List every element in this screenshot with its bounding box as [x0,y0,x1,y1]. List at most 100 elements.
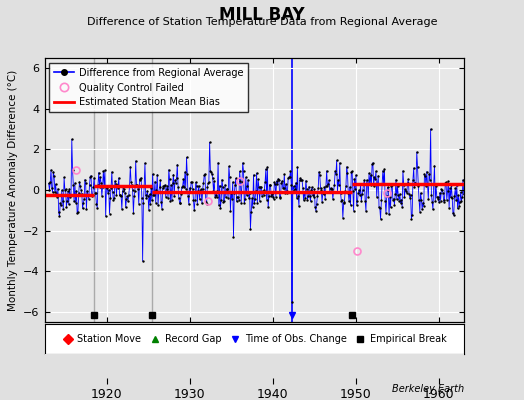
Point [379,168,387,174]
Point [261,166,270,172]
Point [348,168,356,175]
Point [285,174,293,180]
Point [443,188,452,194]
Point [450,212,458,218]
Point [125,183,134,190]
Point [187,179,195,185]
Point [440,198,448,205]
Point [49,168,58,175]
Point [228,179,237,185]
Point [392,176,400,183]
Point [317,186,325,193]
Point [188,179,196,186]
Point [282,181,290,188]
Point [288,298,296,305]
Point [176,200,184,206]
Point [206,168,215,174]
Point [247,209,255,215]
Point [99,168,107,174]
Point [282,188,291,194]
Point [448,195,456,201]
Point [258,188,267,194]
Point [73,210,81,217]
Point [139,200,148,206]
Point [421,172,430,179]
Point [322,168,331,174]
Point [107,169,116,175]
Point [260,187,268,193]
Point [158,206,166,212]
Point [420,171,429,177]
Point [449,210,457,217]
Point [79,205,87,212]
Point [403,180,412,187]
Point [396,200,405,206]
Point [367,182,376,188]
Point [210,178,219,184]
Point [87,172,95,179]
Point [438,187,446,194]
Point [61,186,69,193]
Point [327,186,335,192]
Point [145,191,154,197]
Point [241,196,249,202]
Point [324,181,332,188]
Point [179,183,187,189]
Point [407,216,416,222]
Point [200,172,209,179]
Point [286,168,294,174]
Point [219,184,227,190]
Point [265,193,273,199]
Point [309,194,318,200]
Point [202,199,210,206]
Point [335,182,343,188]
Point [160,183,168,189]
Point [318,199,326,205]
Point [413,164,422,170]
Point [383,193,391,200]
Point [105,210,114,217]
Point [57,202,65,208]
Point [66,194,74,200]
Point [92,201,101,207]
Point [337,198,345,204]
Point [56,200,64,206]
Point [452,197,460,204]
Point [130,193,138,199]
Point [239,168,248,174]
Point [321,196,329,202]
Point [255,184,263,190]
Point [240,200,248,206]
Point [415,197,423,204]
Point [103,185,112,191]
Point [164,194,172,201]
Point [144,193,152,199]
Point [176,199,184,206]
Point [227,190,235,196]
Point [430,162,439,169]
Point [302,177,310,184]
Point [442,179,450,186]
Point [294,193,302,200]
Point [120,186,128,192]
Point [257,184,266,190]
Point [376,216,385,222]
Point [399,168,407,174]
Point [194,182,203,189]
Point [335,160,344,166]
Point [428,198,436,205]
Point [316,185,325,192]
Point [456,189,465,196]
Point [72,188,81,194]
Point [436,197,445,204]
Point [171,177,179,183]
Point [289,188,297,194]
Point [235,168,244,175]
Point [204,180,212,186]
Point [84,196,93,202]
Point [84,192,92,198]
Point [434,196,443,202]
Point [83,188,91,194]
Point [266,182,275,188]
Point [171,180,180,186]
